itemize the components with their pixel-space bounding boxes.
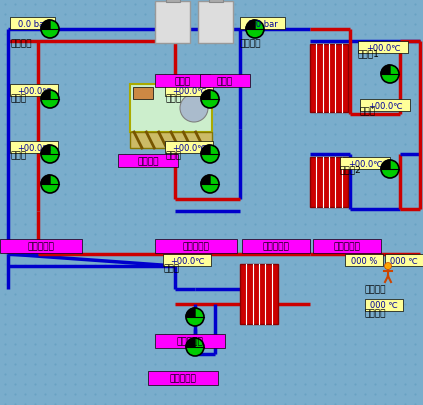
Circle shape bbox=[385, 263, 392, 270]
Text: 海水回2: 海水回2 bbox=[340, 165, 362, 174]
Circle shape bbox=[180, 95, 208, 123]
Circle shape bbox=[246, 21, 264, 39]
Circle shape bbox=[201, 91, 219, 109]
Text: 乙二醇: 乙二醇 bbox=[217, 77, 233, 86]
Text: +00.0℃: +00.0℃ bbox=[172, 143, 206, 152]
Polygon shape bbox=[381, 161, 390, 170]
Bar bbox=[165, 0, 179, 3]
Bar bbox=[200, 75, 250, 88]
Circle shape bbox=[381, 66, 399, 84]
Text: 热泵机组: 热泵机组 bbox=[137, 157, 159, 166]
Polygon shape bbox=[381, 66, 390, 75]
Bar bbox=[10, 142, 58, 153]
Text: 海水回1: 海水回1 bbox=[358, 49, 380, 58]
Bar bbox=[165, 85, 213, 97]
Polygon shape bbox=[41, 91, 50, 100]
Text: +00.0℃: +00.0℃ bbox=[368, 101, 402, 110]
Polygon shape bbox=[201, 146, 210, 155]
Text: 海水换热器: 海水换热器 bbox=[263, 242, 289, 251]
Bar bbox=[240, 264, 278, 324]
Polygon shape bbox=[41, 21, 50, 30]
Bar bbox=[209, 0, 222, 3]
Text: 000 ℃: 000 ℃ bbox=[370, 301, 398, 310]
Text: 水源循环泵: 水源循环泵 bbox=[183, 242, 209, 251]
Text: 冬季循环泵: 冬季循环泵 bbox=[170, 373, 196, 383]
Bar bbox=[130, 85, 212, 133]
Text: +00.0℃: +00.0℃ bbox=[172, 86, 206, 95]
Bar bbox=[313, 239, 381, 254]
Text: 软化水: 软化水 bbox=[174, 77, 191, 86]
Bar bbox=[155, 334, 225, 348]
Text: +00.0℃: +00.0℃ bbox=[348, 159, 382, 168]
Text: 水源回压: 水源回压 bbox=[240, 39, 261, 48]
Bar bbox=[10, 85, 58, 97]
Bar bbox=[385, 254, 423, 266]
Text: +00.0℃: +00.0℃ bbox=[366, 43, 400, 52]
Bar bbox=[155, 2, 190, 44]
Circle shape bbox=[41, 91, 59, 109]
Circle shape bbox=[186, 308, 204, 326]
Text: 0.0 bar: 0.0 bar bbox=[18, 19, 47, 28]
Text: +00.0℃: +00.0℃ bbox=[16, 86, 51, 95]
Circle shape bbox=[41, 175, 59, 194]
Text: 补热水: 补热水 bbox=[163, 264, 179, 273]
Bar bbox=[163, 254, 211, 266]
Text: 0.0 bar: 0.0 bar bbox=[247, 19, 277, 28]
Polygon shape bbox=[201, 91, 210, 100]
Bar bbox=[198, 2, 233, 44]
Circle shape bbox=[201, 175, 219, 194]
Polygon shape bbox=[41, 146, 50, 155]
Bar bbox=[340, 158, 390, 170]
Polygon shape bbox=[246, 21, 255, 30]
Text: 负荷回: 负荷回 bbox=[10, 151, 26, 160]
Polygon shape bbox=[186, 308, 195, 317]
Bar bbox=[310, 158, 348, 207]
Bar bbox=[310, 45, 348, 113]
Bar bbox=[165, 142, 213, 153]
Text: 水源供: 水源供 bbox=[165, 94, 181, 103]
Circle shape bbox=[381, 161, 399, 179]
Text: +00.0℃: +00.0℃ bbox=[16, 143, 51, 152]
Circle shape bbox=[186, 338, 204, 356]
Bar bbox=[345, 254, 383, 266]
Bar bbox=[360, 100, 410, 112]
Bar bbox=[133, 88, 153, 100]
Text: 负荷供: 负荷供 bbox=[10, 94, 26, 103]
Bar bbox=[148, 371, 218, 385]
Bar bbox=[0, 239, 82, 254]
Text: 高温水供: 高温水供 bbox=[365, 285, 387, 294]
Bar bbox=[240, 18, 285, 30]
Polygon shape bbox=[186, 338, 195, 347]
Bar bbox=[155, 239, 237, 254]
Circle shape bbox=[41, 146, 59, 164]
Text: 海水循环泵: 海水循环泵 bbox=[334, 242, 360, 251]
Text: 水源回: 水源回 bbox=[165, 151, 181, 160]
Polygon shape bbox=[41, 175, 50, 185]
Circle shape bbox=[201, 146, 219, 164]
Bar bbox=[365, 299, 403, 311]
Bar bbox=[358, 42, 408, 54]
Text: 补热换热器: 补热换热器 bbox=[176, 337, 203, 345]
Text: 000 ℃: 000 ℃ bbox=[390, 256, 418, 265]
Text: 海水供: 海水供 bbox=[360, 107, 376, 116]
Bar bbox=[130, 133, 212, 149]
Polygon shape bbox=[201, 175, 210, 185]
Bar bbox=[155, 75, 210, 88]
Bar bbox=[118, 155, 178, 168]
Circle shape bbox=[41, 21, 59, 39]
Bar bbox=[242, 239, 310, 254]
Text: 负荷循环泵: 负荷循环泵 bbox=[27, 242, 55, 251]
Text: +00.0℃: +00.0℃ bbox=[170, 256, 204, 265]
Text: 负荷回压: 负荷回压 bbox=[10, 39, 31, 48]
Text: 000 %: 000 % bbox=[351, 256, 377, 265]
Text: 高温水回: 高温水回 bbox=[365, 309, 387, 318]
Bar bbox=[10, 18, 55, 30]
